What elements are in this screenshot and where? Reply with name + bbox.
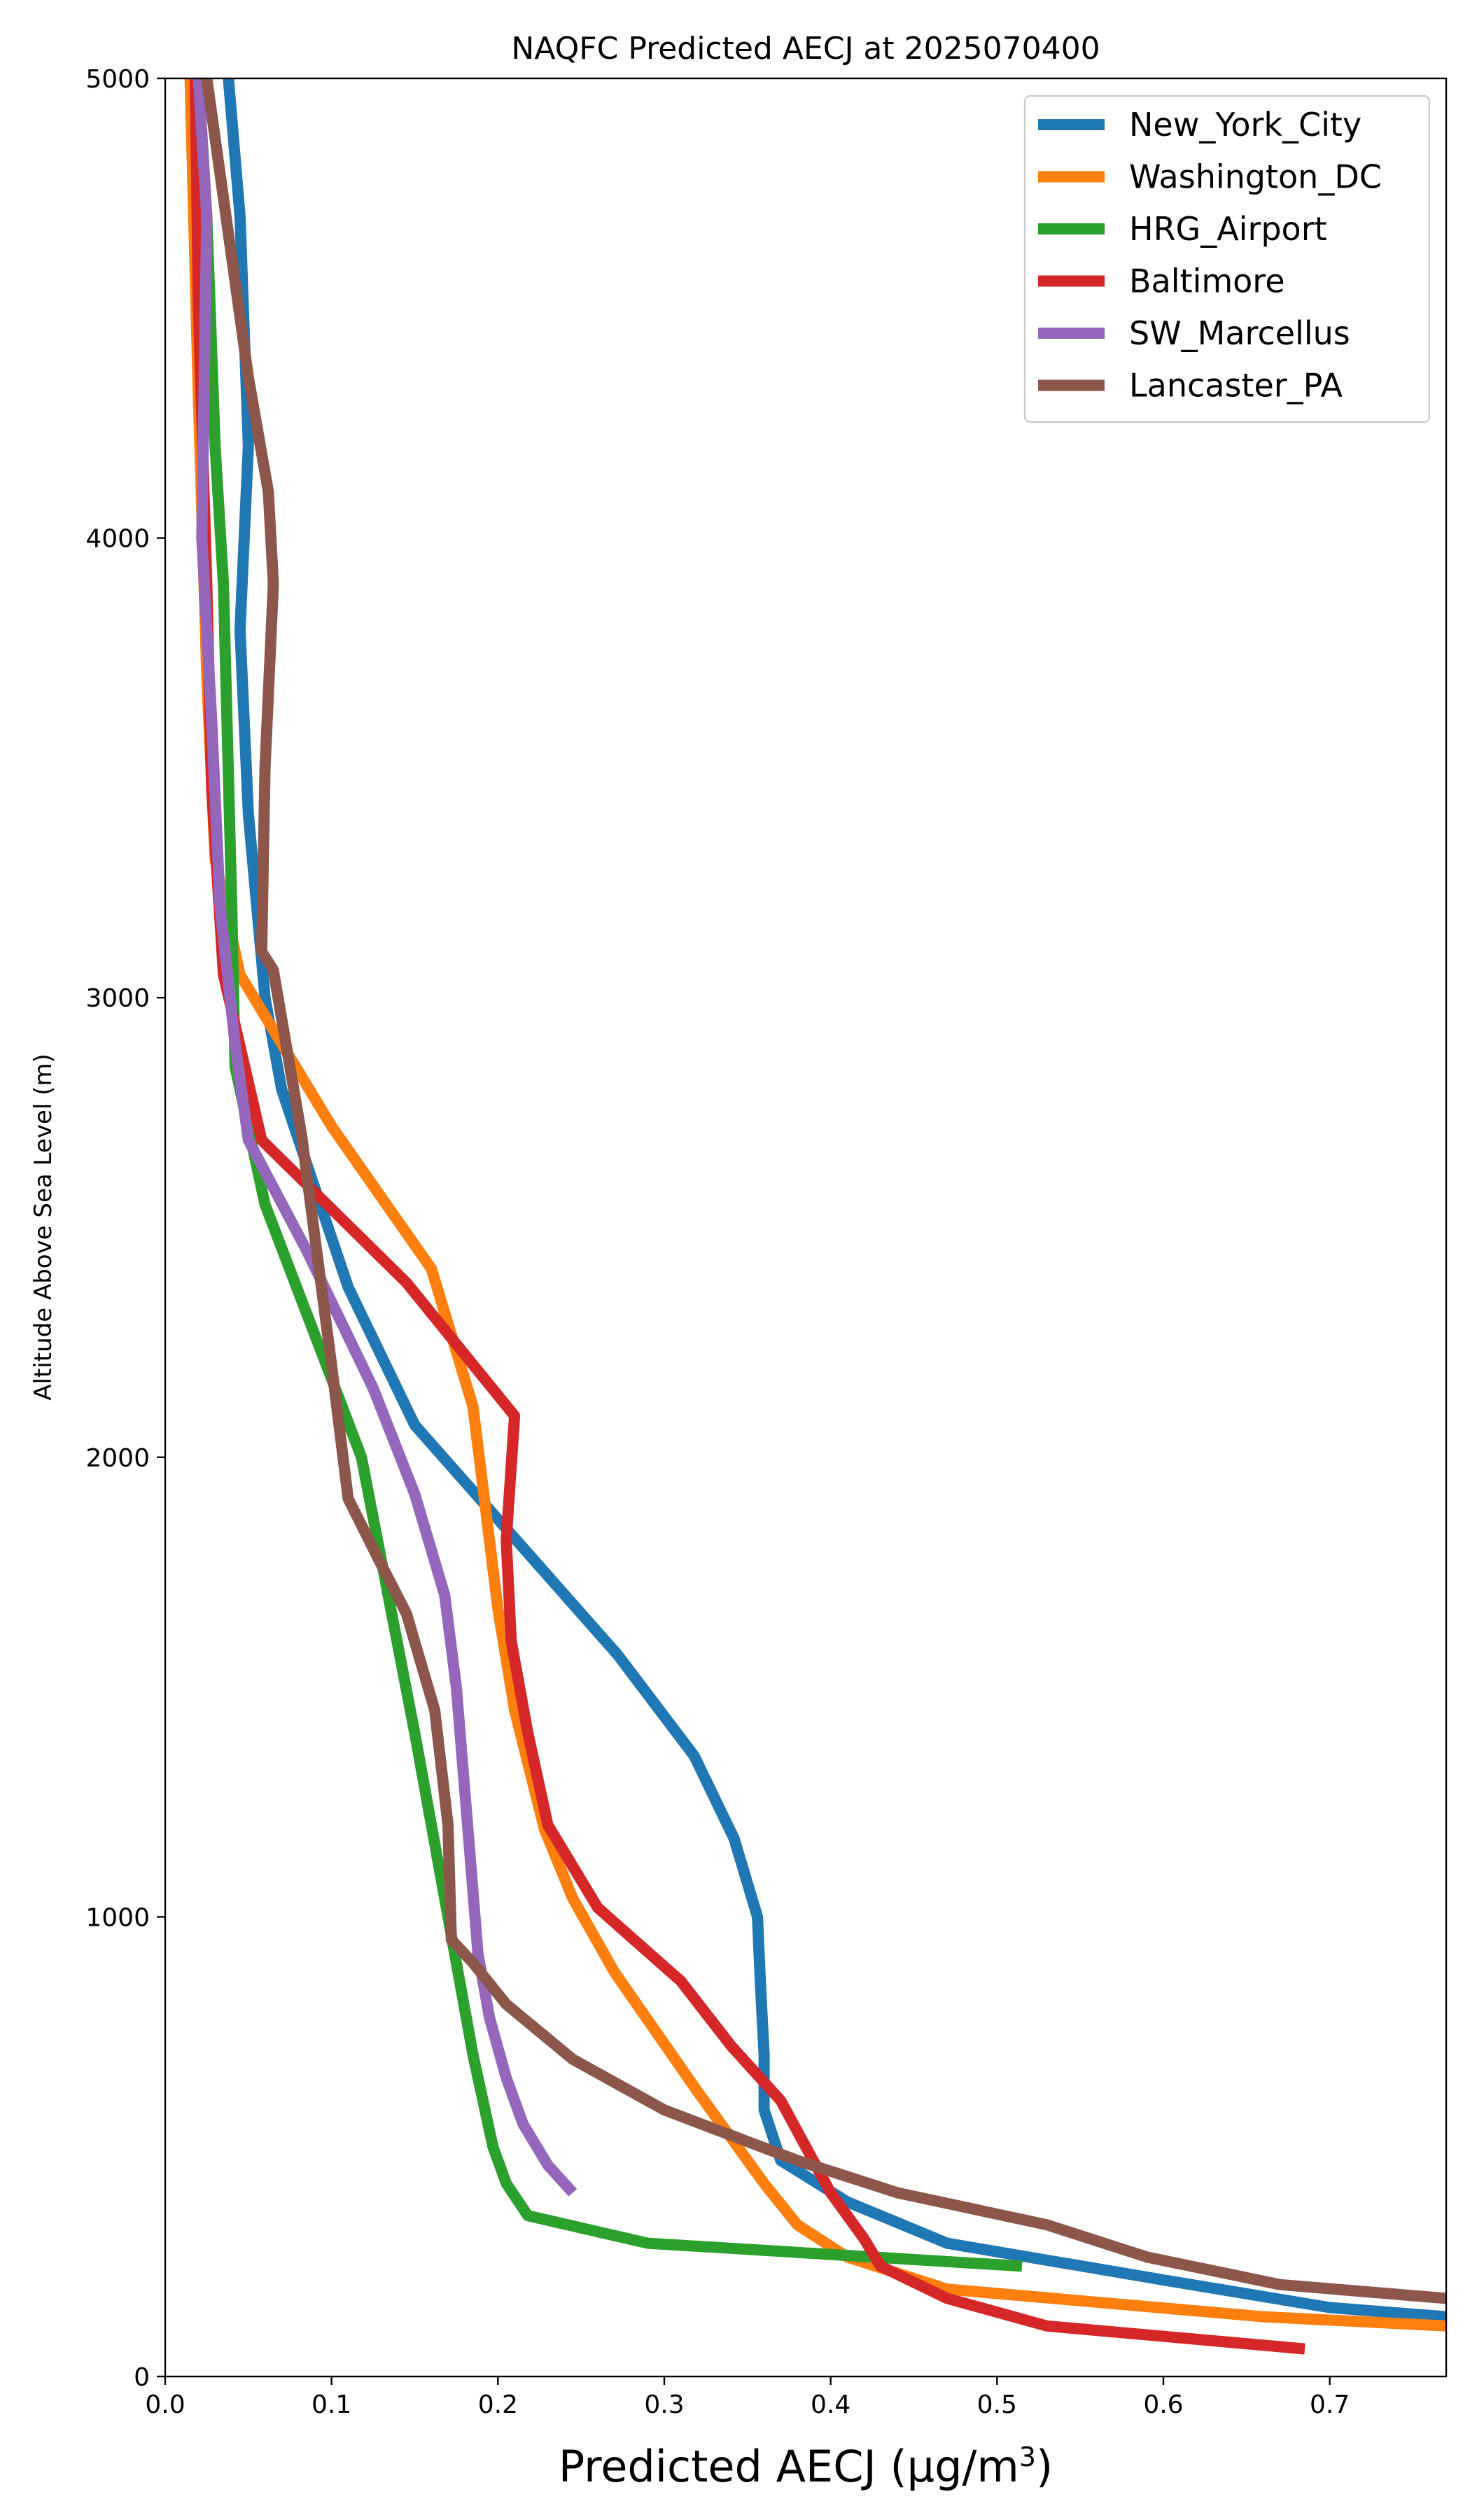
series-lines: [184, 78, 1446, 2355]
x-tick-label: 0.1: [312, 2390, 351, 2419]
y-tick-label: 2000: [85, 1444, 150, 1473]
x-tick-label: 0.3: [644, 2390, 684, 2419]
legend-label-washington-dc: Washington_DC: [1129, 158, 1382, 196]
series-line-new-york-city: [223, 78, 1446, 2323]
y-axis-label: Altitude Above Sea Level (m): [29, 1054, 57, 1401]
plot-frame: [164, 77, 1448, 2378]
legend-label-hrg-airport: HRG_Airport: [1129, 210, 1327, 248]
y-tick-label: 0: [134, 2363, 150, 2392]
y-tick-label: 1000: [85, 1903, 150, 1932]
legend-frame: [1023, 94, 1431, 424]
x-tick-label: 0.4: [811, 2390, 850, 2419]
legend-label-baltimore: Baltimore: [1129, 262, 1285, 300]
legend-label-new-york-city: New_York_City: [1129, 106, 1362, 144]
x-tick-label: 0.6: [1143, 2390, 1183, 2419]
series-line-lancaster-pa: [201, 78, 1446, 2304]
y-tick-label: 4000: [85, 525, 150, 554]
legend-label-lancaster-pa: Lancaster_PA: [1129, 367, 1343, 405]
x-axis-label-superscript: 3: [1019, 2442, 1036, 2472]
series-line-hrg-airport: [192, 78, 1023, 2272]
series-line-sw-marcellus: [192, 78, 578, 2197]
y-tick-label: 3000: [85, 984, 150, 1013]
x-axis-label-main: Predicted AECJ (μg/m: [559, 2441, 1019, 2492]
legend-label-sw-marcellus: SW_Marcellus: [1129, 314, 1350, 352]
y-tick-label: 5000: [85, 65, 150, 94]
chart-title: NAQFC Predicted AECJ at 2025070400: [511, 31, 1100, 66]
x-tick-label: 0.5: [977, 2390, 1017, 2419]
x-tick-label: 0.0: [145, 2390, 185, 2419]
x-axis-label-close: ): [1036, 2441, 1053, 2492]
x-tick-label: 0.2: [478, 2390, 518, 2419]
x-tick-label: 0.7: [1310, 2390, 1350, 2419]
legend: New_York_City Washington_DC HRG_Airport Bal…: [1023, 94, 1431, 424]
x-axis: 0.0 0.1 0.2 0.3 0.4 0.5 0.6 0.7: [145, 2376, 1350, 2419]
y-axis: 0 1000 2000 3000 4000 5000: [85, 65, 165, 2392]
x-axis-label: Predicted AECJ (μg/m3): [559, 2441, 1053, 2492]
